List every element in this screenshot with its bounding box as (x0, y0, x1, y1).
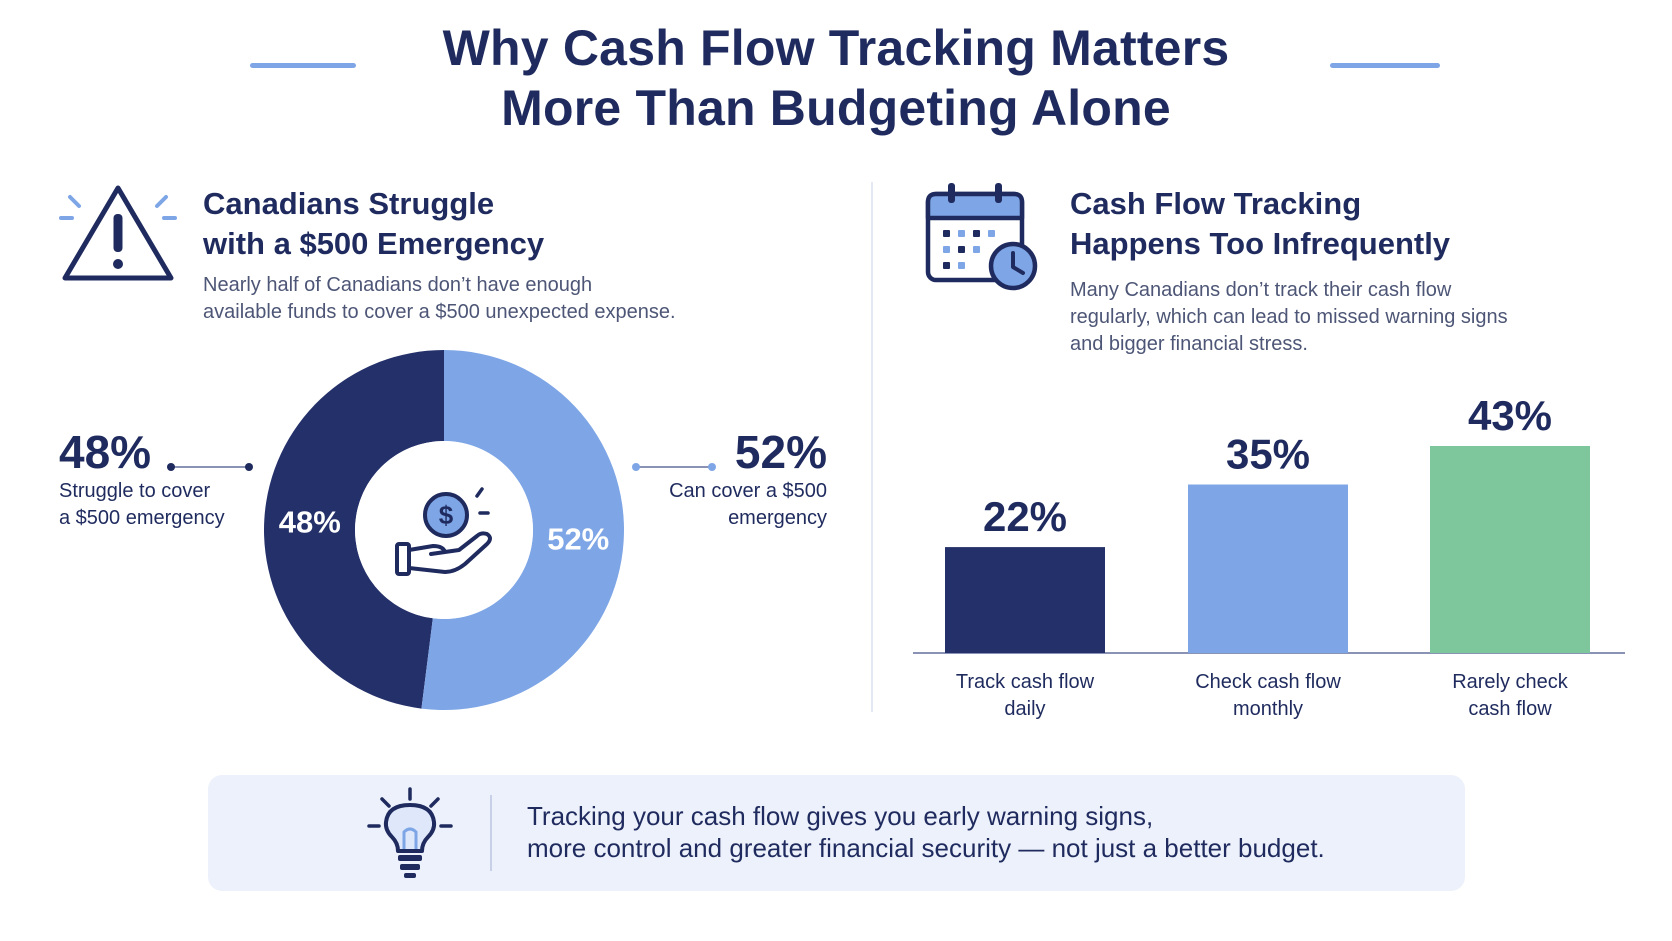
bar-category-label: cash flow (1468, 698, 1552, 720)
left-description: Nearly half of Canadians don’t have enou… (203, 272, 676, 326)
left-heading-line-1: Canadians Struggle (203, 186, 495, 221)
callout-text: Tracking your cash flow gives you early … (527, 800, 1325, 864)
bar-category-label: monthly (1233, 698, 1303, 720)
left-callout-connector (166, 459, 254, 471)
callout-separator (490, 795, 492, 871)
svg-text:$: $ (439, 500, 454, 530)
bar (945, 547, 1105, 653)
donut-right-callout-value: 52% (734, 426, 827, 478)
page-title: Why Cash Flow Tracking Matters More Than… (0, 18, 1672, 138)
donut-right-callout-label: Can cover a $500 emergency (627, 478, 827, 532)
right-heading-line-2: Happens Too Infrequently (1070, 226, 1451, 261)
donut-slice-label: 52% (547, 521, 609, 556)
panel-divider (871, 182, 873, 712)
title-line-2: More Than Budgeting Alone (501, 80, 1171, 136)
left-desc-line-2: available funds to cover a $500 unexpect… (203, 301, 676, 323)
donut-left-callout-label: Struggle to cover a $500 emergency (59, 478, 225, 532)
callout-line-2: more control and greater financial secur… (527, 833, 1325, 863)
warning-triangle-icon (58, 180, 178, 290)
right-desc-line-3: and bigger financial stress. (1070, 333, 1308, 355)
right-heading-line-1: Cash Flow Tracking (1070, 186, 1362, 221)
title-line-1: Why Cash Flow Tracking Matters (442, 20, 1230, 76)
right-description: Many Canadians don’t track their cash fl… (1070, 277, 1508, 358)
donut-slice-label: 48% (279, 505, 341, 540)
right-callout-connector (631, 459, 717, 471)
bar-category-label: Rarely check (1452, 671, 1569, 693)
callout-line-1: Tracking your cash flow gives you early … (527, 801, 1154, 831)
right-desc-line-1: Many Canadians don’t track their cash fl… (1070, 279, 1452, 301)
right-desc-line-2: regularly, which can lead to missed warn… (1070, 306, 1508, 328)
bar-value-label: 35% (1226, 431, 1310, 478)
hand-holding-dollar-icon: $ (393, 480, 498, 585)
lightbulb-icon (365, 785, 455, 881)
bar-value-label: 22% (983, 493, 1067, 540)
title-rule-right (1330, 63, 1440, 68)
left-desc-line-1: Nearly half of Canadians don’t have enou… (203, 274, 593, 296)
left-heading: Canadians Struggle with a $500 Emergency (203, 184, 544, 264)
calendar-clock-icon (922, 180, 1042, 292)
bar-value-label: 43% (1468, 392, 1552, 439)
left-heading-line-2: with a $500 Emergency (203, 226, 545, 261)
bar-category-label: daily (1004, 698, 1045, 720)
title-rule-left (250, 63, 356, 68)
bar (1188, 484, 1348, 653)
right-callout-label-line-2: emergency (728, 507, 827, 529)
donut-left-callout-value: 48% (59, 426, 152, 478)
bar (1430, 446, 1590, 653)
right-heading: Cash Flow Tracking Happens Too Infrequen… (1070, 184, 1450, 264)
bar-category-label: Check cash flow (1195, 671, 1341, 693)
bar-category-label: Track cash flow (956, 671, 1095, 693)
right-callout-label-line-1: Can cover a $500 (669, 480, 827, 502)
left-callout-label-line-1: Struggle to cover (59, 480, 211, 502)
left-callout-label-line-2: a $500 emergency (59, 507, 225, 529)
